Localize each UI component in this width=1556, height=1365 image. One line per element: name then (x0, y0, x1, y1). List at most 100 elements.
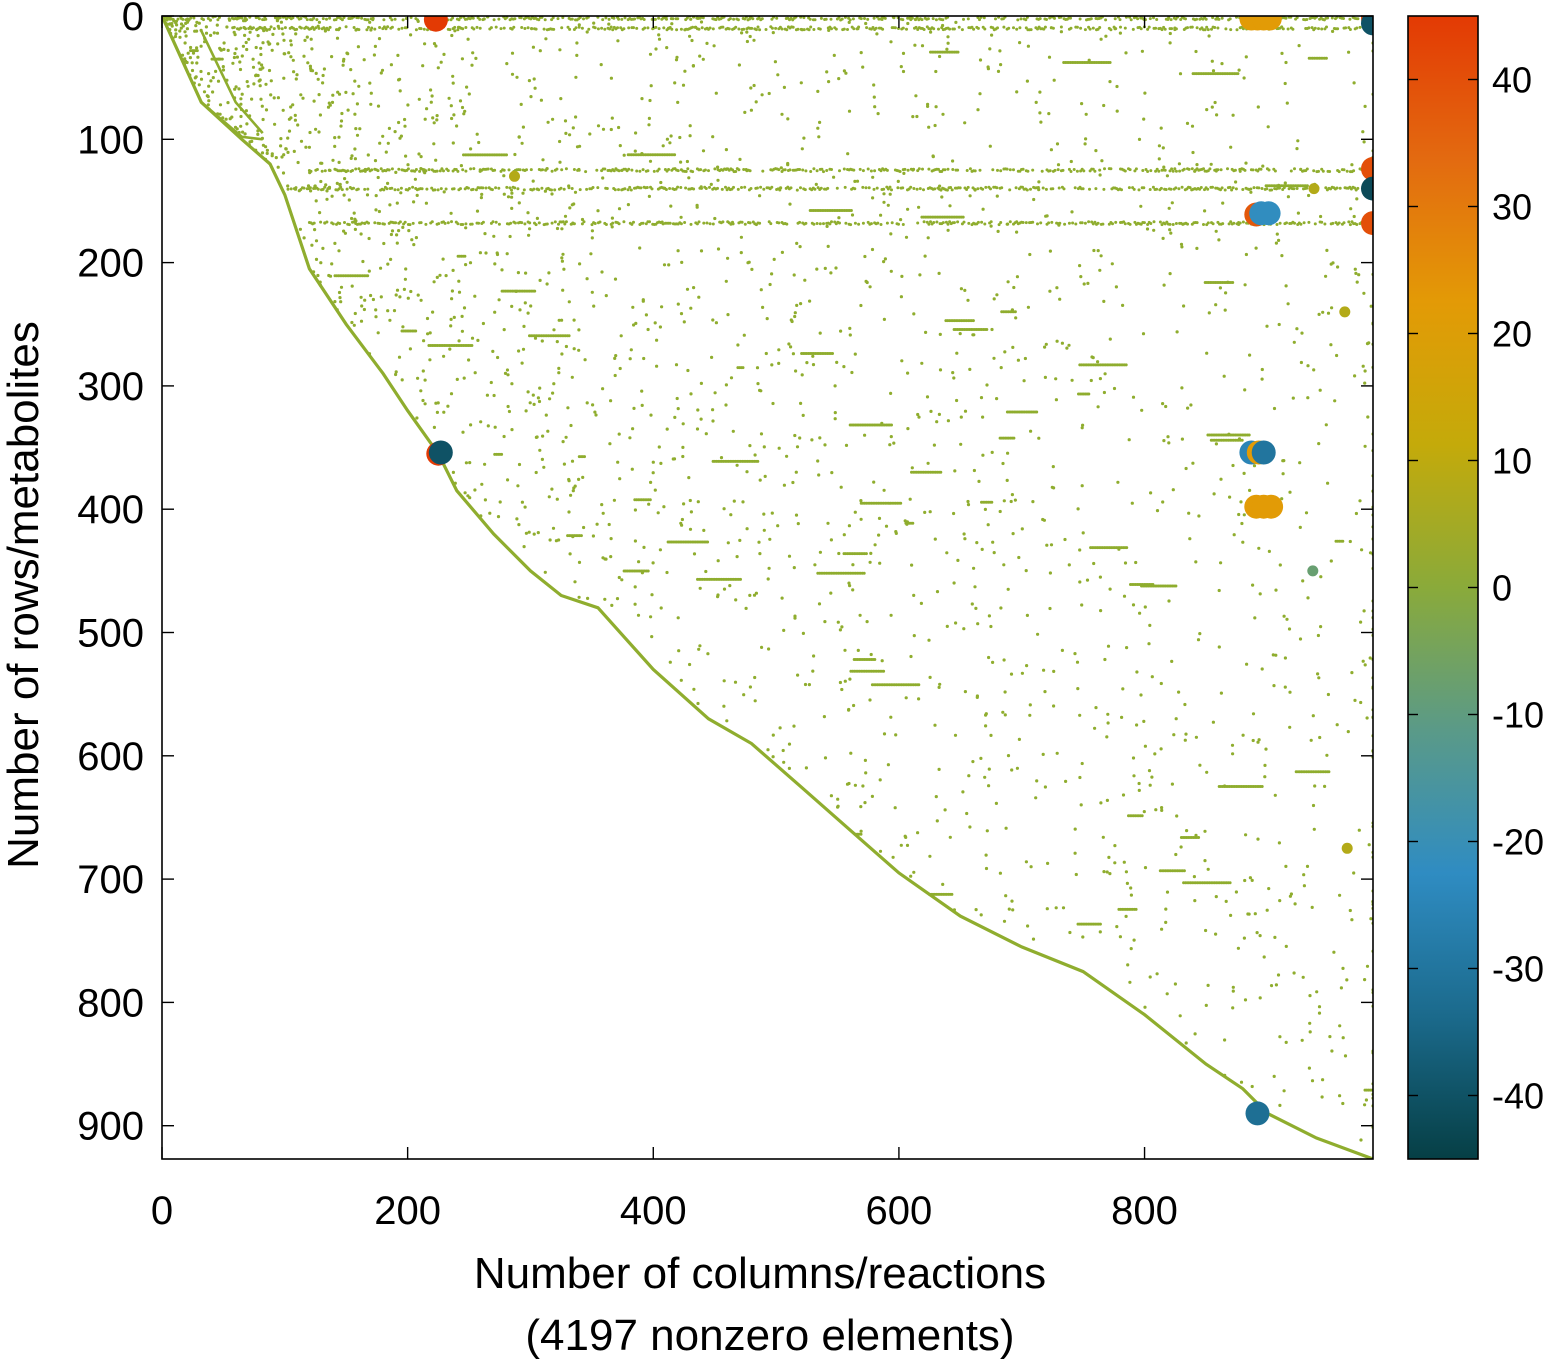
band-point-0 (604, 16, 608, 20)
nonzero-point (758, 478, 762, 482)
band-point-3 (864, 186, 868, 190)
nonzero-point (940, 195, 944, 199)
nonzero-point (1124, 51, 1128, 55)
nonzero-point (744, 168, 748, 172)
nonzero-point (1127, 438, 1131, 442)
nonzero-point (767, 647, 771, 651)
nonzero-point (1283, 81, 1287, 86)
nonzero-point (305, 35, 309, 39)
band-point-1 (1358, 25, 1362, 29)
nonzero-point (686, 368, 690, 373)
nonzero-point (386, 262, 390, 266)
nonzero-point (966, 499, 970, 504)
nonzero-point (896, 179, 900, 183)
nonzero-point (337, 290, 342, 295)
band-point-1 (520, 26, 524, 29)
nonzero-point (863, 254, 867, 259)
nonzero-point (189, 45, 193, 50)
nonzero-point (908, 497, 912, 501)
nonzero-point (436, 66, 440, 70)
band-point-1 (1079, 26, 1083, 30)
nonzero-point (1011, 908, 1015, 912)
nonzero-point (243, 33, 247, 38)
nonzero-point (868, 698, 872, 702)
band-point-0 (556, 17, 560, 21)
nonzero-point (692, 687, 696, 691)
nonzero-point (241, 130, 245, 134)
nonzero-point (284, 147, 288, 151)
band-point-1 (842, 27, 846, 31)
nonzero-point (1147, 642, 1151, 646)
nonzero-point (1304, 511, 1309, 515)
nonzero-point (654, 47, 658, 51)
nonzero-point (793, 616, 797, 620)
band-point-1 (580, 26, 584, 30)
nonzero-point (1305, 864, 1310, 869)
band-point-2 (879, 169, 883, 173)
nonzero-point (1023, 356, 1027, 361)
nonzero-point (617, 207, 622, 211)
nonzero-point (510, 382, 514, 386)
nonzero-point (256, 34, 260, 38)
nonzero-point (581, 475, 585, 479)
nonzero-point (1367, 341, 1371, 345)
nonzero-point (272, 96, 276, 100)
band-point-4 (632, 220, 635, 224)
nonzero-point (226, 48, 230, 53)
band-point-4 (815, 222, 819, 225)
nonzero-point (251, 65, 256, 69)
band-point-2 (1187, 167, 1191, 171)
band-point-1 (737, 27, 741, 31)
nonzero-point (1121, 303, 1125, 307)
band-point-3 (562, 187, 566, 191)
nonzero-point (1360, 548, 1364, 552)
nonzero-point (662, 186, 666, 190)
nonzero-point (1193, 169, 1197, 173)
band-point-2 (1128, 168, 1132, 172)
band-point-4 (927, 222, 931, 226)
band-point-4 (497, 222, 501, 226)
nonzero-point (1352, 214, 1356, 219)
nonzero-point (1006, 222, 1010, 226)
nonzero-point (1165, 992, 1169, 996)
nonzero-point (646, 327, 650, 332)
nonzero-point (1034, 796, 1038, 800)
nonzero-point (299, 93, 303, 97)
band-point-4 (1158, 220, 1162, 224)
nonzero-point (467, 92, 471, 96)
nonzero-point (1079, 803, 1083, 807)
nonzero-point (235, 127, 239, 131)
nonzero-point (421, 369, 425, 373)
band-point-4 (916, 221, 920, 225)
nonzero-point (1265, 908, 1269, 912)
band-point-2 (541, 168, 544, 172)
nonzero-point (680, 517, 685, 522)
nonzero-point (1215, 113, 1219, 117)
nonzero-point (309, 67, 313, 71)
nonzero-point (689, 17, 693, 21)
band-point-0 (633, 17, 637, 21)
nonzero-point (1321, 1078, 1325, 1082)
band-point-0 (388, 16, 392, 20)
nonzero-point (462, 112, 466, 116)
nonzero-point (656, 511, 660, 515)
nonzero-point (256, 132, 260, 136)
nonzero-point (1046, 861, 1050, 866)
nonzero-point (388, 318, 392, 322)
band-point-3 (933, 187, 937, 191)
nonzero-point (1361, 130, 1365, 134)
nonzero-point (316, 24, 320, 28)
band-point-2 (635, 169, 639, 173)
nonzero-point (406, 103, 410, 107)
band-point-4 (1080, 221, 1084, 225)
nonzero-point (203, 40, 207, 44)
nonzero-point (282, 153, 286, 157)
band-point-1 (643, 26, 647, 30)
band-point-1 (914, 25, 918, 29)
nonzero-point (1283, 685, 1287, 689)
band-point-3 (508, 186, 512, 190)
nonzero-point (681, 445, 685, 449)
nonzero-point (962, 627, 966, 631)
nonzero-point (1011, 532, 1015, 536)
nonzero-point (527, 79, 532, 83)
